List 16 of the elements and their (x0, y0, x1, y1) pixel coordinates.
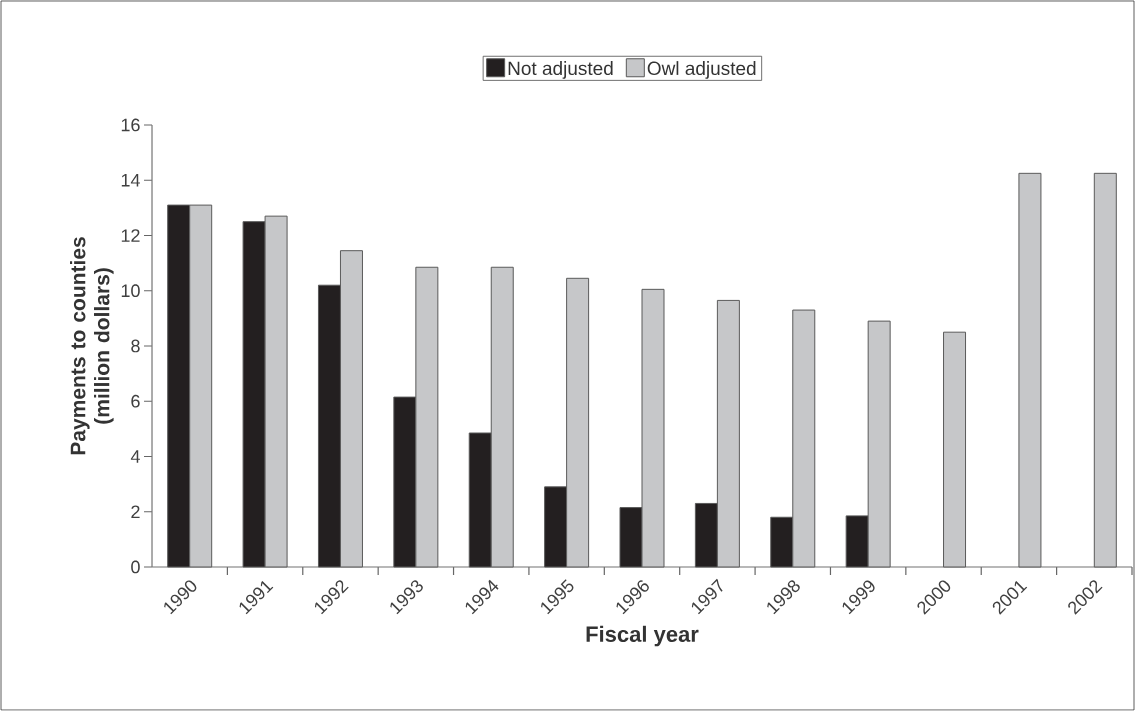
y-axis-title: Payments to counties (million dollars) (70, 237, 114, 455)
y-tick-label: 16 (121, 118, 140, 132)
legend-label: Not adjusted (508, 61, 613, 79)
y-tick-label: 4 (130, 450, 140, 463)
y-tick-label: 8 (131, 339, 140, 353)
legend-label: Owl adjusted (647, 61, 756, 79)
x-axis-title: Fiscal year (586, 625, 699, 647)
bar (1018, 172, 1042, 568)
bar (943, 331, 967, 568)
y-tick-label: 12 (121, 229, 140, 242)
bar (1093, 172, 1117, 568)
y-tick-label: 2 (131, 505, 140, 519)
y-tick-label: 14 (121, 174, 140, 187)
y-tick-label: 10 (121, 284, 140, 298)
y-tick-label: 0 (131, 560, 140, 574)
y-tick-label: 6 (131, 394, 140, 408)
